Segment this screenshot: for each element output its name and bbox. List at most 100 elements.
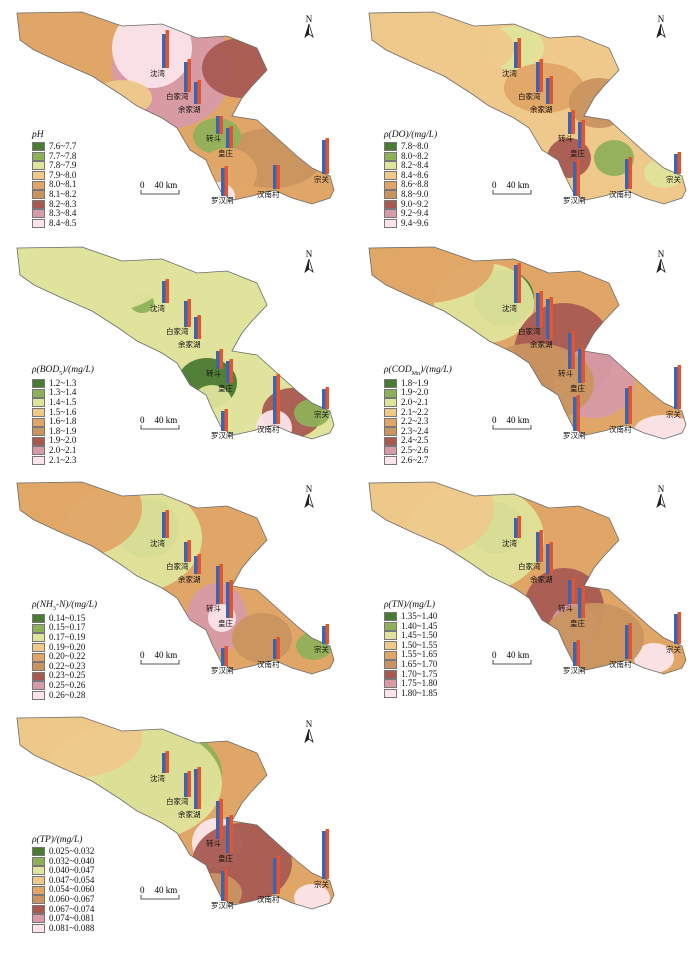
legend-swatch [384,660,397,670]
surface-zone [569,78,629,128]
legend-swatch [384,436,397,446]
legend-label: 1.40~1.45 [401,620,438,631]
legend-swatch [32,914,45,924]
north-arrow: N [302,719,316,743]
bar-blue-5 [578,122,582,148]
legend-label: 9.4~9.6 [401,217,429,228]
legend-label: 2.1~2.3 [49,454,77,465]
bar-red-5 [581,120,585,148]
legend-item: 1.9~2.0 [32,436,94,446]
legend-swatch [32,866,45,876]
scale-zero: 0 [140,650,145,660]
legend-swatch [32,161,45,171]
north-arrow: N [654,484,668,508]
bar-blue-4 [568,333,572,369]
legend-item: 1.9~2.0 [384,388,452,398]
basin-outline [368,11,687,205]
legend-swatch [384,209,397,219]
legend-label: 0.25~0.26 [49,680,86,691]
bar-red-3 [549,76,553,104]
bar-red-6 [224,869,228,901]
legend-label: 0.23~0.25 [49,670,86,681]
bar-red-5 [229,580,233,618]
legend-item: 9.2~9.4 [384,209,437,219]
bar-blue-2 [184,301,188,327]
site-label: 沈湾 [502,304,517,313]
legend-swatch [32,614,45,624]
site-label: 罗汉闸 [211,431,234,440]
legend-label: 0.040~0.047 [49,865,95,876]
legend-item: 0.25~0.26 [32,680,97,691]
legend-label: 8.4~8.5 [49,217,77,228]
legend-swatch [384,641,397,651]
legend-label: 0.074~0.081 [49,913,95,924]
site-label: 汉南村 [257,425,280,434]
legend-item: 7.8~8.0 [384,141,437,152]
site-label: 转斗 [206,134,221,143]
legend-title: ρ(TN)/(mg/L) [384,600,436,610]
legend-item: 7.9~8.0 [32,170,76,181]
site-label: 转斗 [558,604,573,613]
site-label: 白家湾 [166,562,189,571]
bar-blue-8 [322,626,326,644]
site-label: 罗汉闸 [563,431,586,440]
legend-label: 0.22~0.23 [49,660,86,671]
site-label: 白家湾 [166,92,189,101]
legend-swatch [32,379,45,389]
surface-zone [634,415,686,439]
surface-zone [294,884,330,909]
site-label: 宗关 [666,410,681,419]
bar-blue-2 [184,62,188,92]
legend-item: 8.4~8.5 [32,217,77,229]
basin-outline [368,246,687,440]
legend-item: 2.5~2.6 [384,445,452,456]
bar-blue-4 [216,801,220,839]
north-arrow: N [302,484,316,508]
north-label: N [657,249,665,259]
north-arrow-icon [656,494,666,508]
site-label: 宗关 [314,880,329,889]
legend-swatch [384,689,397,699]
north-arrow-icon [304,24,314,38]
site-label: 白家湾 [518,92,541,101]
bar-red-4 [571,331,575,369]
legend-swatch [32,151,45,161]
legend-label: 2.2~2.3 [401,416,429,427]
north-arrow-icon [304,494,314,508]
basin-map [368,481,687,675]
scale-zero: 0 [492,415,497,425]
legend-swatch [384,407,397,417]
legend-item: 1.8~1.9 [32,426,94,437]
legend-swatch [384,621,397,631]
legend-item: 0.025~0.032 [32,846,94,857]
bar-red-2 [187,771,191,797]
bar-red-8 [325,387,329,409]
legend-item: 1.45~1.50 [384,631,437,641]
scale-label: 40 km [506,650,530,660]
legend-label: 1.8~1.9 [401,377,429,388]
bar-red-2 [539,291,543,327]
legend-swatch [32,690,45,700]
bar-blue-4 [216,116,220,134]
bar-blue-3 [194,556,198,574]
bar-red-6 [224,646,228,666]
bar-blue-3 [194,769,198,809]
legend-label: 8.2~8.3 [49,198,77,209]
site-label: 皇庄 [218,854,233,863]
bar-blue-7 [625,388,629,424]
legend-label: 8.6~8.8 [401,179,429,190]
bar-red-3 [197,80,201,104]
legend-label: 2.1~2.2 [401,406,429,417]
legend-label: 1.3~1.4 [49,387,77,398]
bar-red-8 [325,829,329,879]
legend-label: 9.0~9.2 [401,198,429,209]
north-arrow-icon [656,24,666,38]
bar-red-7 [628,623,632,659]
bar-blue-1 [514,518,518,538]
legend-swatch [384,427,397,437]
bar-blue-6 [573,642,577,666]
legend-swatch [384,679,397,689]
legend-swatch [384,650,397,660]
legend-label: 1.9~2.0 [49,435,77,446]
legend-label: 7.6~7.7 [49,141,77,151]
